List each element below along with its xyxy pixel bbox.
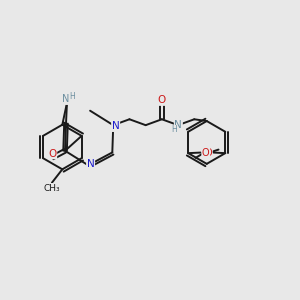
Text: H: H [69,92,75,101]
Text: O: O [205,148,212,158]
Text: N: N [87,159,94,169]
Text: N: N [175,120,182,130]
Text: O: O [158,95,166,105]
Text: N: N [62,94,69,104]
Text: O: O [48,148,57,159]
Text: N: N [112,122,119,131]
Text: H: H [171,125,177,134]
Text: CH₃: CH₃ [43,184,60,193]
Text: O: O [202,148,209,158]
